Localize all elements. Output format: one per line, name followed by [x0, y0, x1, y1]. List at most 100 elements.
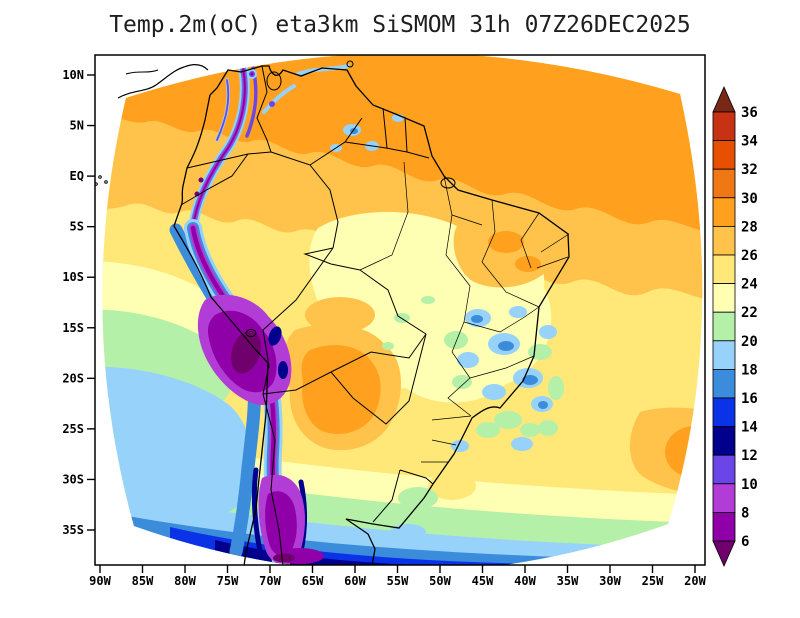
colorbar-segment: [712, 397, 736, 428]
se-highland-midblue: [498, 341, 514, 351]
colorbar-label: 22: [741, 305, 758, 321]
chaco-orange-core: [301, 345, 381, 434]
merida-cold-core: [269, 101, 275, 107]
colorbar-segment: [712, 311, 736, 342]
lon-tick-label: 75W: [217, 574, 239, 588]
lake-titicaca: [245, 329, 257, 337]
se-highland-midblue: [471, 315, 483, 323]
plot-title: Temp.2m(oC) eta3km SiSMOM 31h 07Z26DEC20…: [109, 12, 691, 38]
colorbar-segment: [712, 483, 736, 513]
lat-tick-label: EQ: [70, 169, 84, 183]
colorbar-label: 6: [741, 534, 749, 550]
sc-coast-blue: [451, 440, 469, 452]
santa-marta-core: [250, 72, 254, 76]
rio-grande-yellow-patch: [428, 472, 476, 500]
bolivia-lowland-warm: [305, 297, 375, 333]
country-borders: [180, 65, 434, 565]
venezuela-coastal-range: [296, 64, 350, 76]
lon-tick-label: 65W: [302, 574, 324, 588]
lat-tick-label: 5S: [70, 220, 84, 234]
central-america-coast: [117, 64, 209, 99]
axis-ticks: 10N 5N EQ 5S 10S 15S 20S 25S 30S 35S 90W 85W 80W 75W 7…: [62, 68, 706, 588]
se-highland-green: [528, 344, 552, 360]
se-highland-green: [452, 375, 472, 389]
lon-tick-label: 40W: [514, 574, 536, 588]
se-highland-green: [444, 331, 468, 349]
se-highland-blue: [509, 306, 527, 318]
se-highland-midblue: [538, 401, 548, 409]
coastline-pacific: [173, 94, 269, 565]
temperature-field: [102, 55, 703, 565]
se-coast-green: [538, 420, 558, 436]
uruguay-green: [376, 505, 408, 523]
bottom-darkpurple-core: [273, 553, 295, 563]
altiplano-core: [231, 330, 261, 374]
central-america-coast2: [125, 69, 159, 75]
andes-purple-north: [192, 59, 246, 229]
colorbar-label: 20: [741, 334, 758, 350]
lat-tick-label: 25S: [62, 422, 84, 436]
colorbar-label: 16: [741, 391, 758, 407]
colorbar-label: 14: [741, 420, 758, 436]
se-highland-blue: [457, 352, 479, 368]
lon-tick-label: 30W: [599, 574, 621, 588]
cordillera-occidental-core: [216, 79, 230, 141]
se-highland-green: [476, 422, 500, 438]
schile-purple: [265, 491, 297, 556]
central-speckle: [382, 342, 394, 350]
se-highland-green: [494, 411, 522, 429]
state-borders: [359, 161, 570, 463]
colorbar-label: 18: [741, 362, 758, 378]
colorbar-segment: [712, 140, 736, 170]
lon-tick-label: 20W: [684, 574, 706, 588]
colorbar-label: 28: [741, 219, 758, 235]
lat-tick-label: 35S: [62, 523, 84, 537]
lon-tick-label: 70W: [259, 574, 281, 588]
galapagos-island: [95, 182, 98, 186]
lat-tick-label: 15S: [62, 321, 84, 335]
lat-tick-label: 10S: [62, 270, 84, 284]
colorbar-label: 32: [741, 162, 758, 178]
colorbar-segment: [712, 340, 736, 370]
colorbar-label: 12: [741, 448, 758, 464]
lake-maracaibo: [266, 71, 282, 91]
colorbar-segment: [712, 197, 736, 227]
trinidad-island: [346, 60, 354, 68]
uruguay-green: [428, 508, 456, 524]
schile-navy-west: [251, 467, 265, 563]
lat-tick-label: 10N: [62, 68, 84, 82]
lat-tick-label: 5N: [70, 119, 84, 133]
marajo-island: [440, 177, 456, 189]
galapagos-island: [104, 180, 108, 184]
lat-tick-label: 30S: [62, 472, 84, 486]
altiplano-navy-spot: [268, 326, 282, 346]
colorbar-segment: [712, 254, 736, 285]
lat-tick-label: 20S: [62, 371, 84, 385]
merida-range: [262, 84, 296, 114]
se-coast-blue: [511, 437, 533, 451]
se-highland-blue: [482, 384, 506, 400]
colorbar-segment: [712, 283, 736, 313]
colorbar-label: 30: [741, 191, 758, 207]
colorbar-label: 34: [741, 134, 758, 150]
geography-lines: [95, 60, 570, 565]
lon-tick-label: 25W: [642, 574, 664, 588]
south-midblue-band: [102, 510, 680, 565]
colorbar-label: 10: [741, 477, 758, 493]
galapagos-island: [98, 175, 102, 179]
se-highland-green: [520, 423, 540, 437]
colorbar-segment: [712, 426, 736, 456]
colorbar-segment: [712, 225, 736, 256]
se-coast-green: [548, 376, 564, 400]
coastline-atlantic: [209, 65, 570, 565]
colorbar-label: 26: [741, 248, 758, 264]
lon-tick-label: 60W: [344, 574, 366, 588]
lon-tick-label: 55W: [387, 574, 409, 588]
ne-brazil-orange-spot: [488, 231, 524, 253]
altiplano-navy-spot: [278, 361, 288, 379]
ecuador-volcano-core: [198, 177, 204, 183]
colorbar-segment: [712, 168, 736, 199]
colorbar-label: 8: [741, 505, 749, 521]
